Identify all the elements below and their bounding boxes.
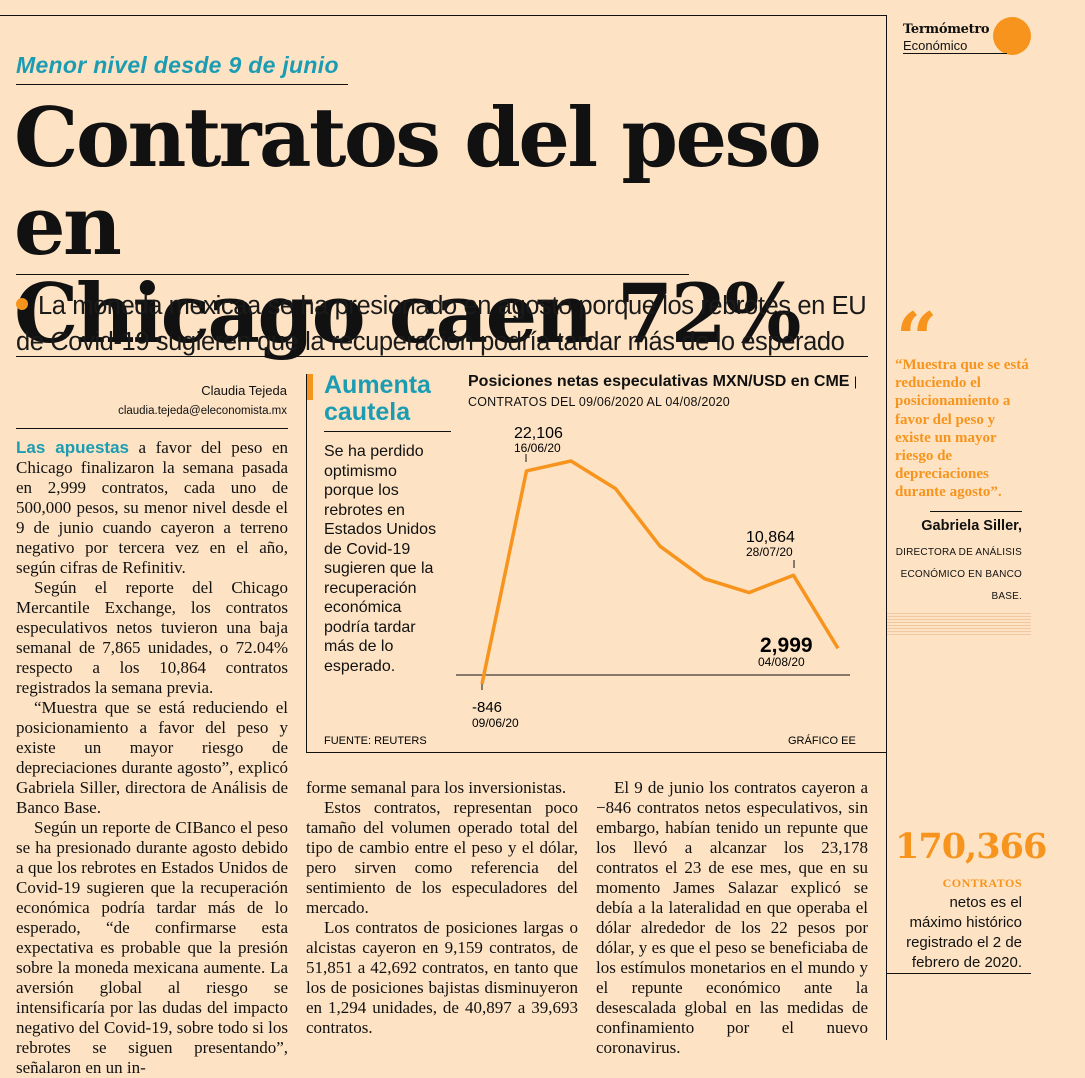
headline: Contratos del peso en Chicago caen 72% [14, 95, 914, 359]
decorative-stripes [887, 613, 1031, 635]
data-label-value: 2,999 [760, 634, 813, 657]
kicker-rule [16, 84, 348, 85]
data-label-date: 04/08/20 [758, 655, 805, 669]
byline: Claudia Tejeda claudia.tejeda@eleconomis… [118, 381, 287, 421]
highlight-label: CONTRATOS [942, 876, 1022, 890]
thermometer-dot-icon [993, 17, 1031, 55]
headline-rule [16, 274, 689, 275]
data-label-date: 09/06/20 [472, 716, 519, 730]
sidebar-title: Aumenta cautela [324, 371, 431, 426]
thermometer-title: Termómetro [903, 22, 990, 37]
paragraph: Las apuestas a favor del peso en Chicago… [16, 438, 288, 577]
thermometer-subtitle: Económico [903, 38, 968, 53]
paragraph: El 9 de junio los contratos cayeron a −8… [596, 778, 868, 1057]
data-label-value: 22,106 [514, 425, 563, 442]
paragraph: forme semanal para los inversionistas. [306, 778, 567, 797]
series-line [480, 459, 840, 685]
sidebar-rule [324, 431, 451, 432]
highlight-number: 170,366 [895, 826, 1047, 867]
dek-text: La moneda mexicaa se ha presionado en ag… [16, 292, 867, 356]
lead-word: Las apuestas [16, 438, 129, 457]
paragraph: “Muestra que se está reduciendo el posic… [16, 698, 288, 817]
paragraph: Los contratos de posiciones largas o alc… [306, 918, 578, 1037]
body-column-2: forme semanal para los inversionistas. E… [306, 778, 578, 1038]
line-chart: -846 09/06/20 22,106 16/06/20 10,864 28/… [324, 425, 856, 747]
dek: La moneda mexicaa se ha presionado en ag… [16, 288, 876, 360]
chart-credit: GRÁFICO EE [788, 734, 856, 747]
thermometer-rule [903, 53, 1007, 54]
quote-author: Gabriela Siller, [921, 518, 1022, 534]
byline-rule [16, 428, 288, 429]
chart-source: FUENTE: REUTERS [324, 735, 427, 747]
highlight-rule [887, 973, 1031, 974]
top-rule [0, 15, 887, 16]
data-label-value: 10,864 [746, 529, 795, 546]
body-column-3: El 9 de junio los contratos cayeron a −8… [596, 778, 868, 1058]
right-column-divider [886, 15, 887, 1040]
author-name: Claudia Tejeda [201, 383, 287, 398]
graphic-bottom-border [306, 752, 886, 753]
body-column-1: Las apuestas a favor del peso en Chicago… [16, 438, 288, 1078]
pull-quote: “Muestra que se está reduciendo el posic… [895, 357, 1029, 501]
highlight-text: netos es el máximo histórico registrado … [906, 894, 1022, 971]
bullet-icon [16, 298, 28, 311]
headline-line-2: Chicago caen 72% [14, 267, 801, 362]
paragraph: Según el reporte del Chicago Mercantile … [16, 578, 288, 697]
data-label-date: 16/06/20 [514, 441, 561, 455]
sidebar-accent-bar [307, 374, 313, 400]
data-label-date: 28/07/20 [746, 545, 793, 559]
quote-rule [930, 511, 1022, 512]
author-email[interactable]: claudia.tejeda@eleconomista.mx [118, 405, 287, 417]
paragraph: Estos contratos, representan poco tamaño… [306, 798, 578, 917]
kicker: Menor nivel desde 9 de junio [16, 52, 339, 78]
dek-rule [16, 356, 868, 357]
chart-title: Posiciones netas especulativas MXN/USD e… [468, 372, 878, 412]
paragraph: Según un reporte de CIBanco el peso se h… [16, 818, 288, 1077]
graphic-left-border [306, 374, 307, 753]
headline-line-1: Contratos del peso en [14, 91, 822, 274]
quote-author-role: DIRECTORA DE ANÁLISIS ECONÓMICO EN BANCO… [895, 547, 1022, 602]
chart-title-text: Posiciones netas especulativas MXN/USD e… [468, 373, 850, 390]
chart-subtitle: | CONTRATOS DEL 09/06/2020 AL 04/08/2020 [468, 375, 858, 409]
data-label-value: -846 [472, 699, 502, 716]
sidebar-text: Se ha perdido optimismo porque los rebro… [324, 443, 437, 675]
